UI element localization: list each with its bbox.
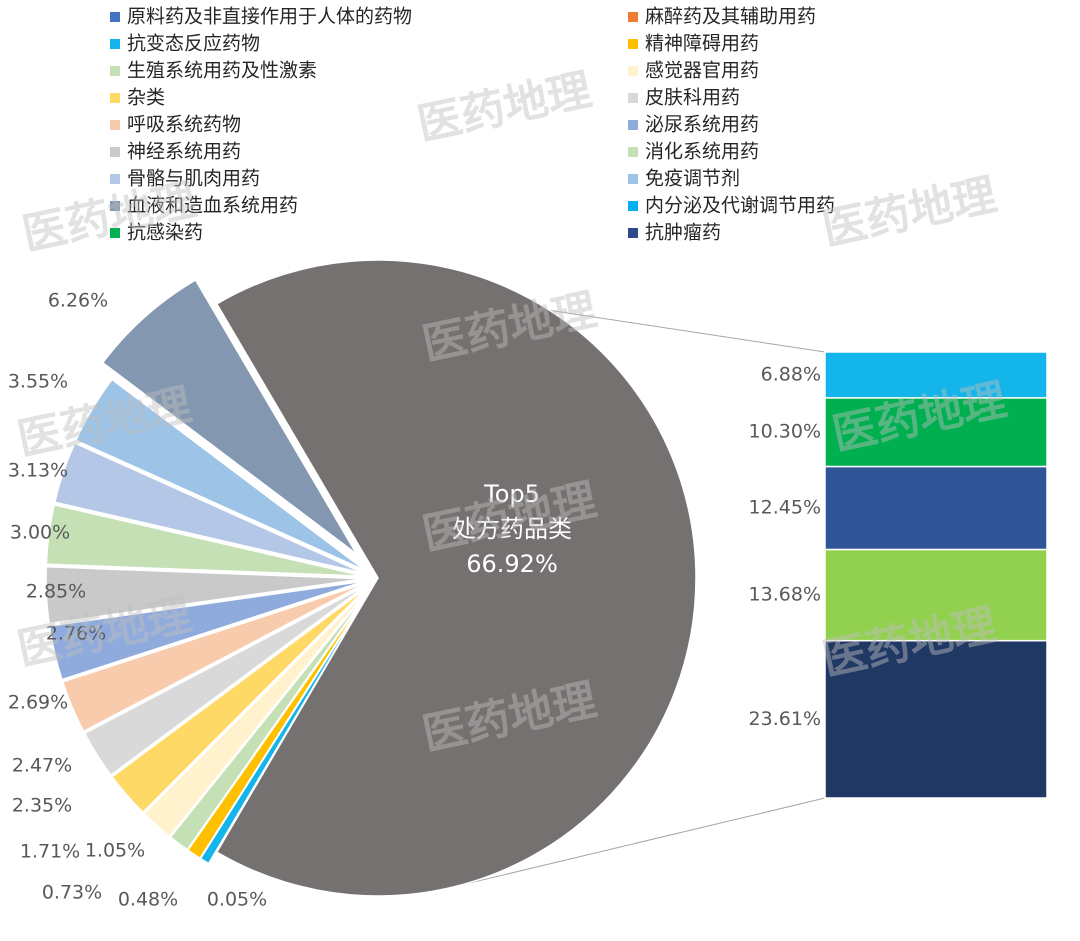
bar-segment bbox=[824, 465, 1048, 551]
legend-label: 免疫调节剂 bbox=[645, 168, 740, 190]
slice-label: Top5 bbox=[483, 480, 540, 508]
data-label: 6.26% bbox=[48, 290, 108, 312]
pie-slice bbox=[61, 582, 366, 733]
legend-swatch bbox=[628, 174, 638, 184]
legend-label: 抗感染药 bbox=[127, 222, 203, 244]
legend-label: 抗变态反应药物 bbox=[127, 33, 260, 55]
legend-swatch bbox=[110, 201, 120, 211]
pie-slice bbox=[48, 580, 365, 681]
legend-swatch bbox=[110, 39, 120, 49]
pie-slice bbox=[74, 378, 367, 572]
data-label: 2.35% bbox=[12, 795, 72, 817]
legend-label: 皮肤科用药 bbox=[645, 87, 740, 109]
legend-swatch bbox=[110, 147, 120, 157]
legend-label: 精神障碍用药 bbox=[645, 33, 759, 55]
legend-label: 内分泌及代谢调节用药 bbox=[645, 195, 835, 217]
data-label: 0.05% bbox=[207, 889, 267, 911]
data-label: 2.69% bbox=[8, 692, 68, 714]
pie-slice bbox=[215, 259, 697, 897]
data-label: 10.30% bbox=[749, 421, 821, 443]
legend-label: 原料药及非直接作用于人体的药物 bbox=[127, 6, 412, 28]
legend-label: 呼吸系统药物 bbox=[127, 114, 241, 136]
data-label: 1.71% bbox=[20, 841, 80, 863]
legend-swatch bbox=[628, 147, 638, 157]
data-label: 2.76% bbox=[46, 623, 106, 645]
data-label: 2.85% bbox=[26, 581, 86, 603]
watermark: 医药地理 bbox=[413, 64, 596, 150]
data-label: 3.13% bbox=[8, 460, 68, 482]
legend-swatch bbox=[110, 93, 120, 103]
bar-segment bbox=[824, 639, 1048, 799]
pie-slice bbox=[53, 442, 366, 575]
legend-label: 骨骼与肌肉用药 bbox=[127, 168, 260, 190]
legend-label: 杂类 bbox=[127, 87, 165, 109]
pie-slice bbox=[186, 589, 371, 860]
slice-label: 处方药品类 bbox=[452, 515, 572, 543]
pie-slice bbox=[45, 503, 365, 577]
legend-label: 抗肿瘤药 bbox=[645, 222, 721, 244]
pie-slice bbox=[101, 278, 358, 555]
data-label: 0.73% bbox=[42, 882, 102, 904]
pie-slice bbox=[169, 588, 371, 851]
connector-line bbox=[457, 797, 826, 887]
legend-swatch bbox=[110, 12, 120, 22]
watermark: 医药地理 bbox=[18, 174, 201, 260]
bar-segment bbox=[824, 548, 1048, 642]
watermark: 医药地理 bbox=[818, 169, 1001, 255]
pie-slice bbox=[143, 587, 370, 838]
legend-swatch bbox=[110, 228, 120, 238]
legend-label: 泌尿系统用药 bbox=[645, 114, 759, 136]
data-label: 1.05% bbox=[85, 840, 145, 862]
data-label: 66.92% bbox=[466, 550, 558, 578]
legend-swatch bbox=[628, 66, 638, 76]
legend-label: 生殖系统用药及性激素 bbox=[127, 60, 317, 82]
data-label: 6.88% bbox=[761, 363, 821, 385]
data-label: 3.55% bbox=[8, 371, 68, 393]
data-label: 0.48% bbox=[118, 889, 178, 911]
legend-swatch bbox=[110, 66, 120, 76]
data-label: 2.47% bbox=[12, 755, 72, 777]
data-label: 13.68% bbox=[749, 584, 821, 606]
legend-label: 血液和造血系统用药 bbox=[127, 195, 298, 217]
legend-label: 麻醉药及其辅助用药 bbox=[645, 6, 816, 28]
data-label: 3.00% bbox=[10, 522, 70, 544]
data-label: 12.45% bbox=[749, 496, 821, 518]
legend-swatch bbox=[110, 120, 120, 130]
legend-swatch bbox=[628, 39, 638, 49]
legend-label: 消化系统用药 bbox=[645, 141, 759, 163]
bar-segment bbox=[824, 351, 1048, 399]
pie-slice bbox=[45, 565, 365, 625]
legend-swatch bbox=[628, 12, 638, 22]
pie-slice bbox=[83, 584, 367, 777]
legend-swatch bbox=[628, 120, 638, 130]
legend-label: 感觉器官用药 bbox=[645, 60, 759, 82]
pie-slice bbox=[111, 586, 368, 814]
legend-label: 神经系统用药 bbox=[127, 141, 241, 163]
data-label: 23.61% bbox=[749, 708, 821, 730]
legend-swatch bbox=[110, 174, 120, 184]
legend-swatch bbox=[628, 93, 638, 103]
legend-swatch bbox=[628, 201, 638, 211]
bar-segment bbox=[824, 397, 1048, 468]
legend-swatch bbox=[628, 228, 638, 238]
